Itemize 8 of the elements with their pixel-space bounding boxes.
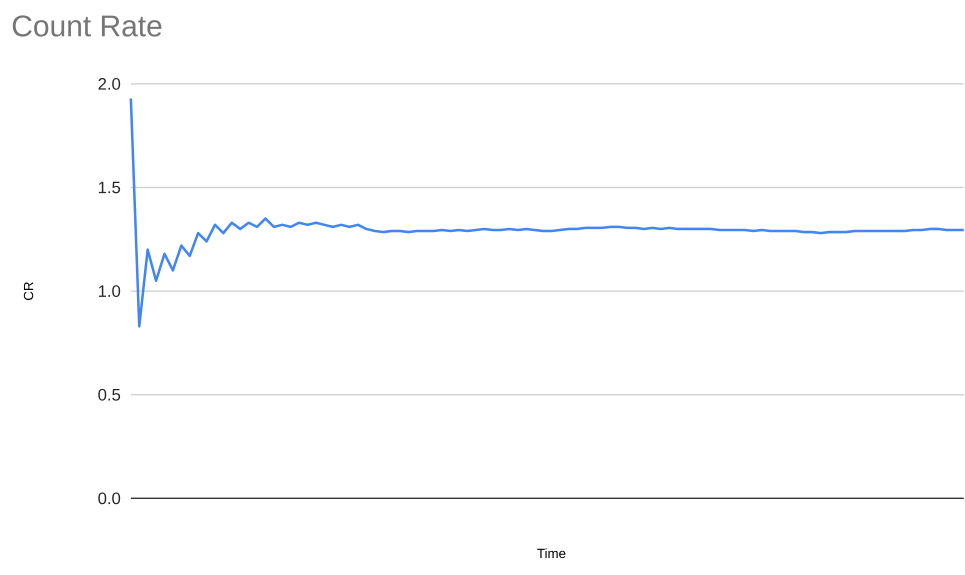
x-axis-title: Time (537, 548, 566, 558)
y-tick-label: 2.0 (98, 78, 120, 90)
y-tick-label: 0.0 (98, 492, 120, 504)
y-tick-label: 1.0 (98, 285, 120, 297)
y-axis-title: CR (24, 282, 34, 300)
chart-title: Count Rate (12, 15, 162, 36)
y-tick-label: 1.5 (98, 182, 120, 194)
y-tick-label: 0.5 (98, 388, 120, 401)
